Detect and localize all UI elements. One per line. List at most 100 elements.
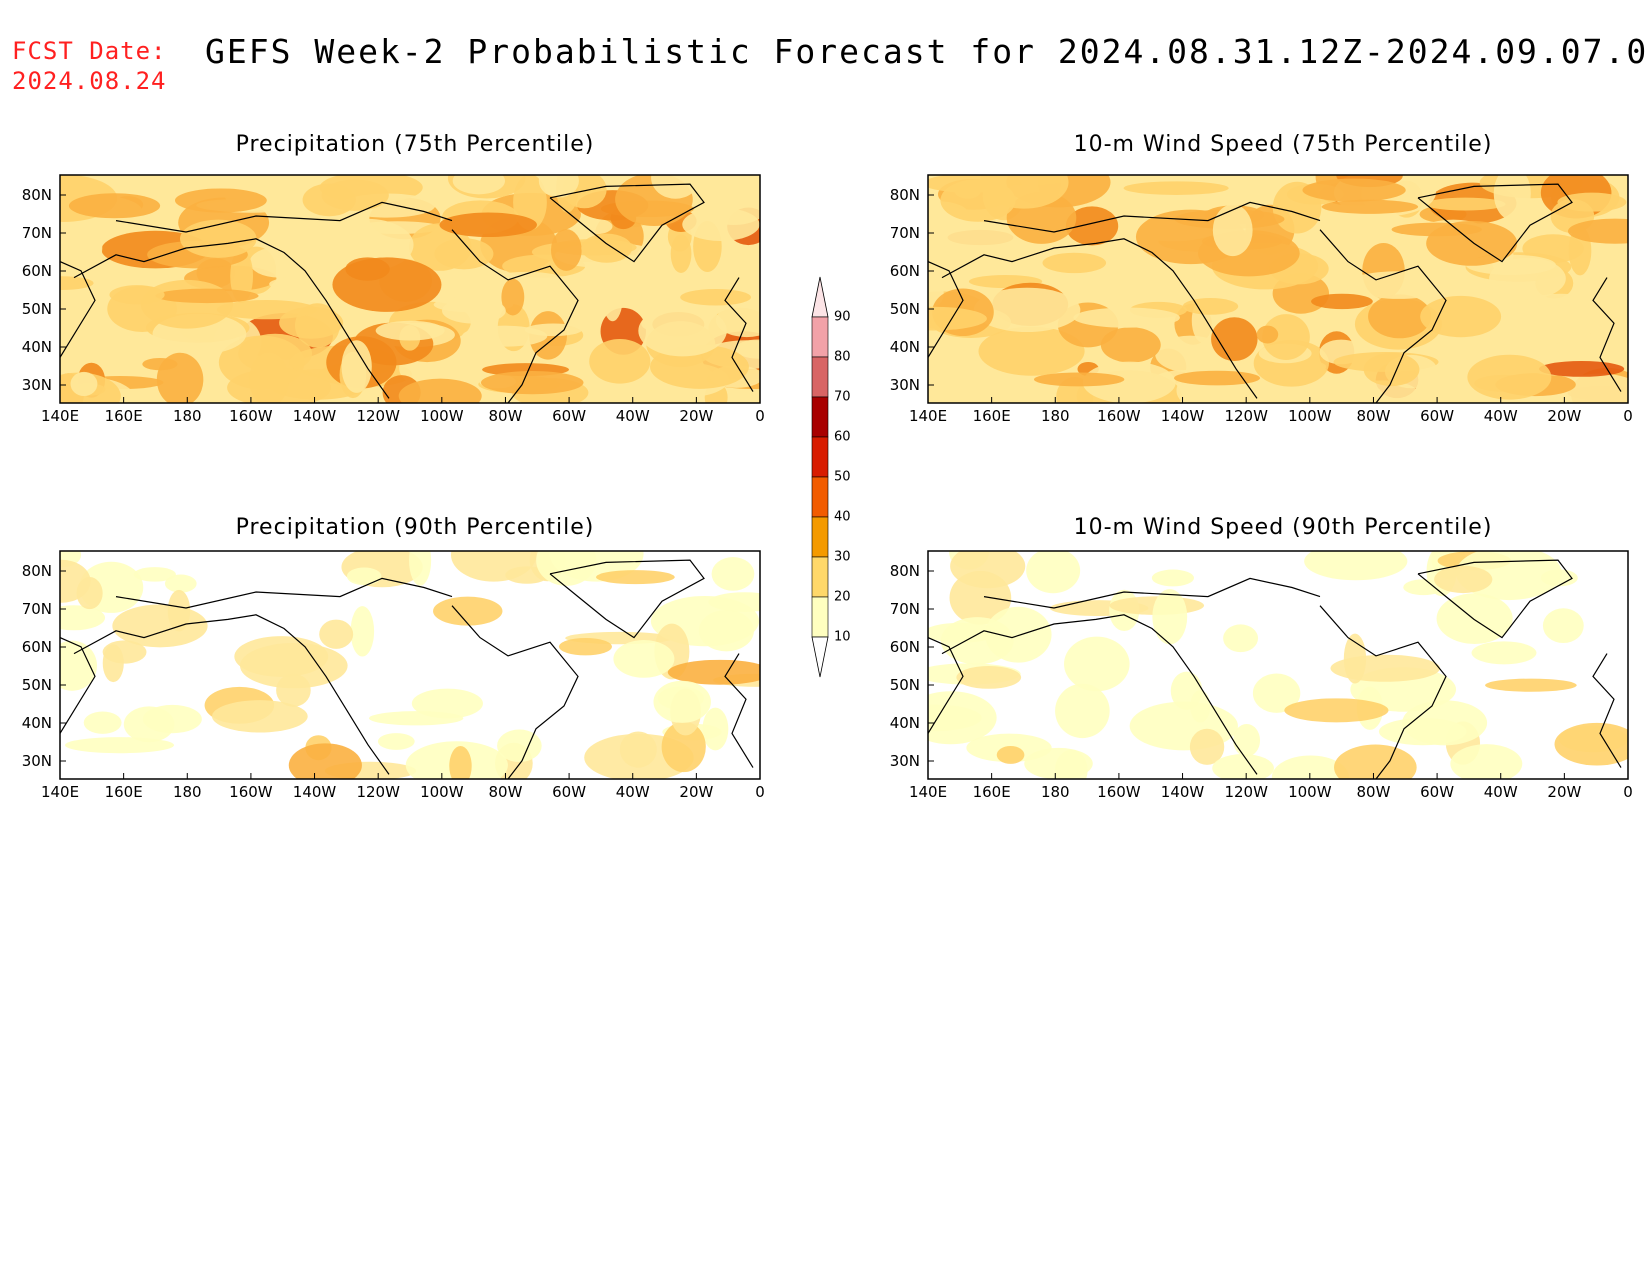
shading-blob: [680, 288, 752, 306]
shading-blob: [1344, 271, 1454, 299]
coastline: [724, 277, 754, 392]
x-tick-label: 180: [172, 783, 202, 801]
shading-blob: [249, 246, 308, 278]
shading-blob: [667, 659, 760, 685]
shading-blob: [133, 567, 176, 582]
x-tick-label: 80W: [1356, 407, 1391, 425]
shading-blob: [950, 551, 1026, 589]
x-tick-label: 160W: [229, 407, 273, 425]
colorbar-top-arrow: [811, 276, 829, 318]
colorbar-segment: [811, 436, 829, 478]
shading-blob: [375, 320, 445, 341]
shading-blob: [411, 688, 483, 719]
coastline: [928, 637, 964, 734]
x-tick-label: 40W: [615, 783, 650, 801]
y-tick-label: 60N: [21, 262, 52, 280]
shading-blob: [1100, 327, 1161, 363]
shading-blob: [653, 680, 711, 723]
y-tick-label: 70N: [889, 224, 920, 242]
x-tick-label: 140W: [1160, 783, 1205, 801]
shading-blob: [1271, 755, 1349, 779]
shading-blob: [581, 233, 633, 263]
shading-blob: [211, 700, 308, 733]
shading-blob: [142, 357, 178, 371]
shading-blob: [1522, 234, 1584, 263]
colorbar-label: 20: [834, 589, 851, 605]
coastline: [941, 614, 1258, 775]
panel-title-precip-75: Precipitation (75th Percentile): [235, 132, 595, 157]
x-tick-label: 80W: [488, 783, 523, 801]
shading-blob: [1073, 307, 1180, 328]
probability-shading: [928, 175, 1628, 403]
x-tick-label: 140W: [292, 407, 337, 425]
shading-blob: [442, 297, 506, 324]
x-tick-label: 60W: [1420, 407, 1455, 425]
x-tick-label: 20W: [679, 783, 714, 801]
shading-blob: [619, 731, 657, 768]
colorbar-bottom-arrow: [811, 636, 829, 678]
shading-blob: [1567, 218, 1628, 244]
x-tick-label: 40W: [1483, 783, 1518, 801]
x-tick-label: 100W: [1288, 783, 1332, 801]
coastline: [983, 201, 1321, 233]
colorbar-label: 70: [834, 389, 851, 405]
shading-blob: [536, 551, 597, 586]
shading-blob: [1064, 636, 1130, 692]
x-tick-label: 60W: [552, 407, 587, 425]
shading-blob: [1363, 352, 1420, 387]
shading-blob: [1311, 293, 1373, 310]
x-tick-label: 120W: [1224, 407, 1268, 425]
x-tick-label: 140E: [40, 407, 80, 425]
shading-blob: [346, 567, 382, 586]
shading-blob: [978, 326, 1085, 376]
x-tick-label: 20W: [679, 407, 714, 425]
y-tick-label: 50N: [889, 300, 920, 318]
shading-blob: [1436, 593, 1513, 644]
shading-blob: [682, 207, 760, 242]
coastline: [1592, 653, 1622, 768]
shading-blob: [1155, 335, 1226, 373]
coastline: [73, 238, 390, 399]
shading-blob: [1467, 354, 1552, 400]
shading-blob: [1212, 204, 1253, 257]
shading-blob: [1233, 723, 1261, 757]
shading-blob: [167, 589, 191, 632]
shading-blob: [1557, 192, 1627, 212]
shading-blob: [70, 371, 98, 397]
fcst-date-caption: FCST Date:: [12, 37, 167, 65]
y-tick-label: 40N: [21, 714, 52, 732]
shading-blob: [1403, 579, 1444, 596]
shading-blob: [578, 218, 613, 235]
y-tick-label: 40N: [889, 714, 920, 732]
shading-blob: [480, 371, 584, 395]
shading-blob: [538, 175, 579, 198]
shading-blob: [1426, 220, 1518, 266]
coastline: [73, 614, 390, 775]
shading-blob: [1518, 293, 1603, 325]
y-tick-label: 80N: [21, 186, 52, 204]
shading-blob: [497, 729, 542, 763]
coastline: [549, 183, 705, 263]
shading-blob: [1471, 641, 1537, 665]
shading-blob: [249, 352, 289, 403]
shading-blob: [155, 288, 259, 304]
shading-blob: [996, 745, 1025, 764]
x-tick-label: 160E: [104, 407, 143, 425]
shading-blob: [1182, 298, 1239, 315]
shading-blob: [1302, 178, 1406, 202]
shading-blob: [1082, 361, 1176, 403]
shading-blob: [735, 339, 760, 359]
shading-blob: [1189, 728, 1225, 765]
shading-blob: [239, 642, 348, 689]
shading-blob: [1262, 314, 1310, 360]
shading-blob: [60, 605, 106, 631]
probability-shading: [60, 175, 760, 403]
shading-blob: [102, 644, 124, 683]
shading-blob: [409, 223, 472, 271]
panel-title-wind-90: 10-m Wind Speed (90th Percentile): [1073, 515, 1493, 540]
probability-shading: [60, 551, 760, 779]
x-tick-label: 40W: [615, 407, 650, 425]
shading-blob: [711, 557, 755, 591]
shading-blob: [928, 306, 987, 331]
y-tick-label: 50N: [889, 676, 920, 694]
